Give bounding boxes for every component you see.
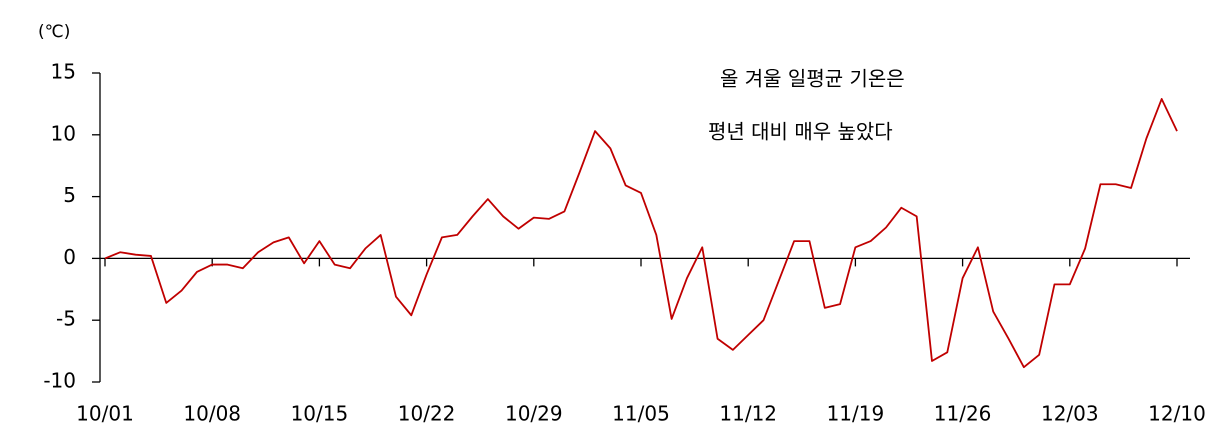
x-tick-label: 10/22 [398, 402, 456, 426]
x-tick-label: 12/03 [1041, 402, 1099, 426]
y-tick-label: 15 [51, 60, 76, 84]
y-tick-label: 5 [63, 183, 76, 207]
x-tick-label: 10/01 [76, 402, 134, 426]
annotation: 평년 대비 매우 높았다 [708, 120, 893, 144]
x-tick-label: 10/29 [505, 402, 563, 426]
unit-label: (℃) [38, 22, 70, 42]
x-tick-label: 11/12 [719, 402, 777, 426]
y-tick-label: 0 [63, 245, 76, 269]
y-tick-label: -5 [56, 307, 76, 331]
x-tick-label: 10/15 [291, 402, 349, 426]
x-tick-label: 11/19 [827, 402, 885, 426]
y-tick-label: -10 [43, 369, 76, 393]
line [104, 98, 1178, 369]
x-tick-label: 12/10 [1148, 402, 1206, 426]
x-tick-label: 10/08 [183, 402, 241, 426]
x-tick-label: 11/26 [934, 402, 992, 426]
y-tick-label: 10 [51, 121, 76, 145]
x-tick-label: 11/05 [612, 402, 670, 426]
annotation: 올 겨울 일평균 기온은 [720, 67, 905, 91]
